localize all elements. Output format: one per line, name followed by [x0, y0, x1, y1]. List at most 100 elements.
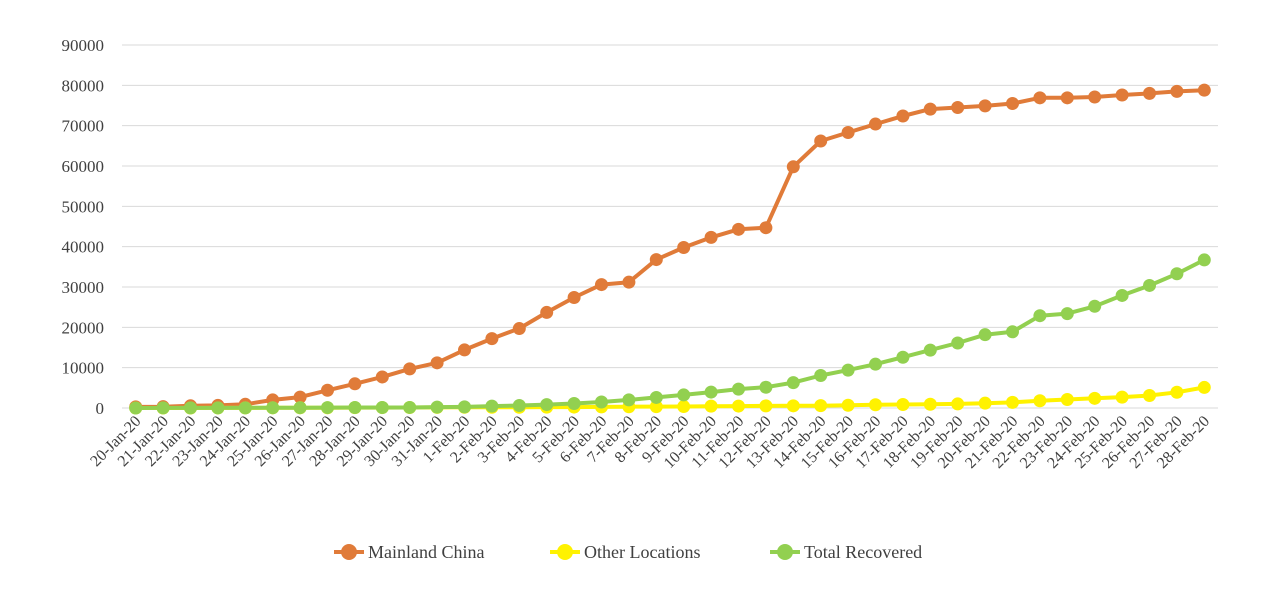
data-point-other-locations: [841, 398, 855, 412]
y-tick-label: 80000: [62, 76, 105, 95]
y-tick-label: 70000: [62, 117, 105, 136]
data-point-mainland-china: [293, 390, 307, 404]
data-point-mainland-china: [814, 134, 828, 148]
data-point-other-locations: [1088, 391, 1102, 405]
data-point-total-recovered: [595, 395, 608, 409]
data-point-total-recovered: [869, 357, 882, 371]
data-point-total-recovered: [238, 401, 252, 415]
data-point-mainland-china: [896, 109, 910, 123]
data-point-other-locations: [923, 397, 937, 411]
legend-item-total-recovered[interactable]: Total Recovered: [770, 542, 922, 562]
data-point-total-recovered: [485, 399, 499, 413]
data-point-mainland-china: [622, 275, 636, 289]
data-point-mainland-china: [1088, 90, 1102, 104]
data-point-mainland-china: [677, 240, 691, 254]
data-point-mainland-china: [786, 160, 800, 174]
data-point-total-recovered: [1006, 325, 1019, 339]
data-point-total-recovered: [348, 401, 362, 415]
data-point-total-recovered: [1197, 253, 1211, 267]
data-point-total-recovered: [978, 328, 992, 342]
data-point-mainland-china: [978, 99, 992, 113]
data-point-other-locations: [1115, 390, 1129, 404]
data-point-other-locations: [1143, 388, 1156, 402]
legend-marker-icon: [557, 544, 573, 560]
data-point-other-locations: [1170, 385, 1184, 399]
data-point-mainland-china: [485, 332, 499, 346]
data-point-total-recovered: [1115, 288, 1129, 302]
data-point-mainland-china: [458, 343, 471, 357]
data-point-total-recovered: [841, 363, 855, 377]
data-point-other-locations: [1060, 393, 1074, 407]
data-point-other-locations: [677, 400, 691, 414]
data-point-total-recovered: [540, 398, 554, 412]
data-point-total-recovered: [458, 400, 471, 414]
data-point-total-recovered: [321, 401, 334, 415]
data-point-total-recovered: [156, 401, 170, 415]
data-point-other-locations: [1197, 380, 1211, 394]
data-point-total-recovered: [1170, 267, 1184, 281]
data-point-total-recovered: [293, 401, 307, 415]
legend-marker-icon: [341, 544, 357, 560]
legend-label: Mainland China: [368, 542, 484, 562]
data-point-mainland-china: [1115, 88, 1129, 102]
x-axis-ticks: 20-Jan-2021-Jan-2022-Jan-2023-Jan-2024-J…: [87, 413, 1213, 472]
data-point-mainland-china: [1143, 86, 1156, 100]
data-point-mainland-china: [595, 278, 608, 292]
data-point-mainland-china: [567, 290, 581, 304]
data-point-mainland-china: [759, 221, 773, 235]
series-lines: [129, 83, 1211, 415]
data-point-total-recovered: [896, 350, 910, 364]
data-point-total-recovered: [129, 401, 143, 415]
data-point-mainland-china: [321, 383, 334, 397]
series-line-mainland-china: [135, 88, 1205, 409]
data-point-mainland-china: [375, 370, 389, 384]
y-axis-ticks: 0 10000 20000 30000 40000 50000 60000 70000 8000…: [62, 36, 105, 418]
data-point-mainland-china: [512, 322, 526, 336]
y-tick-label: 20000: [62, 318, 105, 337]
y-tick-label: 0: [96, 399, 105, 418]
data-point-mainland-china: [1033, 91, 1047, 105]
data-point-mainland-china: [1060, 91, 1074, 105]
data-point-total-recovered: [786, 376, 800, 390]
data-point-mainland-china: [348, 377, 362, 391]
data-point-total-recovered: [211, 401, 225, 415]
legend-marker-icon: [777, 544, 793, 560]
data-point-other-locations: [978, 396, 992, 410]
y-tick-label: 50000: [62, 197, 105, 216]
legend[interactable]: Mainland China Other Locations Total Recov…: [334, 542, 922, 562]
series-line-total-recovered: [135, 258, 1206, 410]
data-point-other-locations: [814, 399, 828, 413]
data-point-total-recovered: [622, 393, 636, 407]
data-point-other-locations: [759, 399, 773, 413]
data-point-mainland-china: [732, 222, 745, 236]
data-point-mainland-china: [1197, 83, 1211, 97]
legend-item-mainland-china[interactable]: Mainland China: [334, 542, 484, 562]
data-point-total-recovered: [759, 380, 773, 394]
data-point-other-locations: [649, 400, 663, 414]
data-point-total-recovered: [1033, 309, 1047, 323]
data-point-total-recovered: [814, 368, 828, 382]
data-point-other-locations: [704, 399, 718, 413]
legend-label: Other Locations: [584, 542, 700, 562]
data-point-other-locations: [786, 399, 800, 413]
legend-label: Total Recovered: [804, 542, 922, 562]
legend-item-other-locations[interactable]: Other Locations: [550, 542, 700, 562]
gridlines: [122, 44, 1218, 409]
data-point-mainland-china: [403, 362, 417, 376]
data-point-total-recovered: [567, 396, 581, 410]
data-point-mainland-china: [430, 356, 444, 370]
data-point-total-recovered: [951, 336, 965, 350]
data-point-mainland-china: [704, 230, 718, 244]
series-total-recovered: [129, 253, 1211, 415]
data-point-other-locations: [732, 399, 745, 413]
data-point-mainland-china: [869, 117, 882, 131]
data-point-mainland-china: [1006, 96, 1019, 110]
data-point-total-recovered: [375, 400, 389, 414]
data-point-total-recovered: [1060, 307, 1074, 321]
data-point-total-recovered: [923, 343, 937, 357]
data-point-mainland-china: [540, 305, 554, 319]
data-point-total-recovered: [512, 398, 526, 412]
y-tick-label: 90000: [62, 36, 105, 55]
